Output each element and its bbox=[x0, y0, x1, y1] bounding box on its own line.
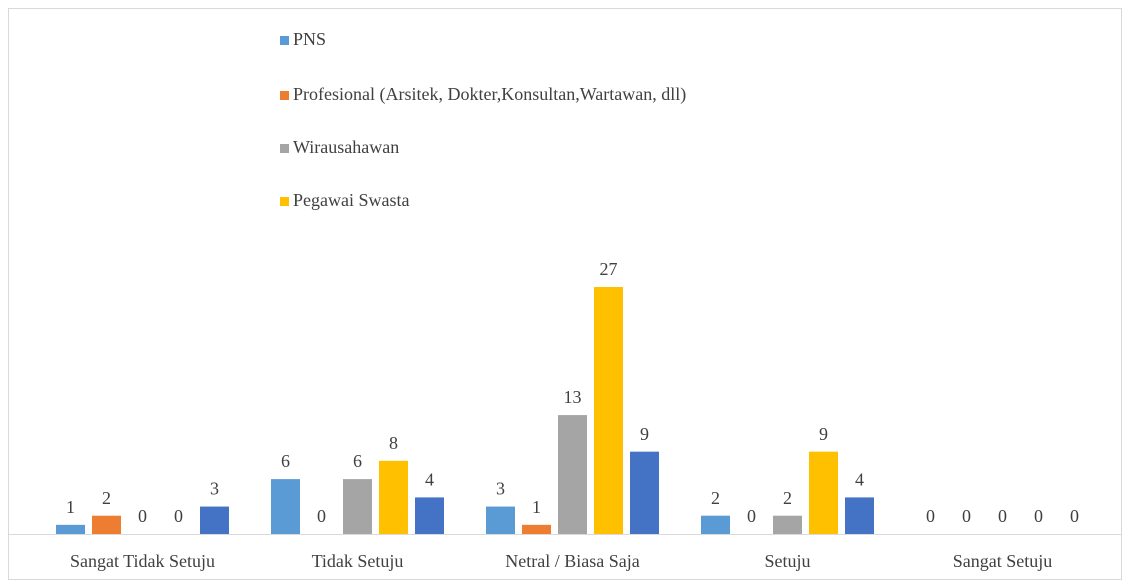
chart-border bbox=[8, 8, 1122, 580]
bar bbox=[200, 506, 229, 534]
data-label: 2 bbox=[102, 488, 111, 508]
bar bbox=[701, 515, 730, 534]
legend-label: Pegawai Swasta bbox=[293, 190, 410, 210]
data-label: 27 bbox=[600, 259, 618, 279]
data-label: 1 bbox=[532, 497, 541, 517]
legend-item: Profesional (Arsitek, Dokter,Konsultan,W… bbox=[280, 83, 810, 106]
data-label: 0 bbox=[317, 506, 326, 526]
bar bbox=[486, 506, 515, 534]
bar bbox=[522, 524, 551, 534]
bar bbox=[415, 497, 444, 534]
data-label: 6 bbox=[281, 451, 290, 471]
x-tick-label: Setuju bbox=[764, 551, 810, 571]
bar bbox=[343, 479, 372, 534]
data-label: 4 bbox=[425, 470, 434, 490]
data-label: 9 bbox=[819, 424, 828, 444]
bar bbox=[379, 460, 408, 534]
legend-item: PNS bbox=[280, 28, 810, 51]
bar bbox=[56, 524, 85, 534]
data-label: 2 bbox=[711, 488, 720, 508]
bar bbox=[594, 287, 623, 534]
data-label: 0 bbox=[998, 506, 1007, 526]
legend-swatch bbox=[280, 91, 289, 100]
bar bbox=[809, 451, 838, 534]
legend-swatch bbox=[280, 36, 289, 45]
data-label: 3 bbox=[210, 479, 219, 499]
legend-swatch bbox=[280, 144, 289, 153]
data-label: 8 bbox=[389, 433, 398, 453]
data-label: 2 bbox=[783, 488, 792, 508]
bar bbox=[845, 497, 874, 534]
x-tick-label: Tidak Setuju bbox=[312, 551, 404, 571]
legend-label: Wirausahawan bbox=[293, 137, 400, 157]
bar bbox=[773, 515, 802, 534]
data-label: 0 bbox=[1034, 506, 1043, 526]
bar bbox=[271, 479, 300, 534]
bar bbox=[630, 451, 659, 534]
x-tick-label: Sangat Setuju bbox=[953, 551, 1053, 571]
data-label: 0 bbox=[138, 506, 147, 526]
data-label: 0 bbox=[962, 506, 971, 526]
data-label: 9 bbox=[640, 424, 649, 444]
data-label: 0 bbox=[1070, 506, 1079, 526]
data-label: 3 bbox=[496, 479, 505, 499]
data-label: 0 bbox=[747, 506, 756, 526]
legend-item: Pegawai Swasta bbox=[280, 189, 810, 212]
data-label: 4 bbox=[855, 470, 864, 490]
data-label: 6 bbox=[353, 451, 362, 471]
bar bbox=[92, 515, 121, 534]
bar bbox=[558, 415, 587, 534]
data-label: 0 bbox=[926, 506, 935, 526]
x-tick-label: Netral / Biasa Saja bbox=[505, 551, 639, 571]
data-label: 0 bbox=[174, 506, 183, 526]
legend-label: Profesional (Arsitek, Dokter,Konsultan,W… bbox=[293, 84, 687, 104]
data-label: 13 bbox=[564, 387, 582, 407]
data-label: 1 bbox=[66, 497, 75, 517]
x-tick-label: Sangat Tidak Setuju bbox=[70, 551, 215, 571]
legend-item: Wirausahawan bbox=[280, 136, 810, 159]
legend-label: PNS bbox=[293, 29, 327, 49]
legend-swatch bbox=[280, 197, 289, 206]
